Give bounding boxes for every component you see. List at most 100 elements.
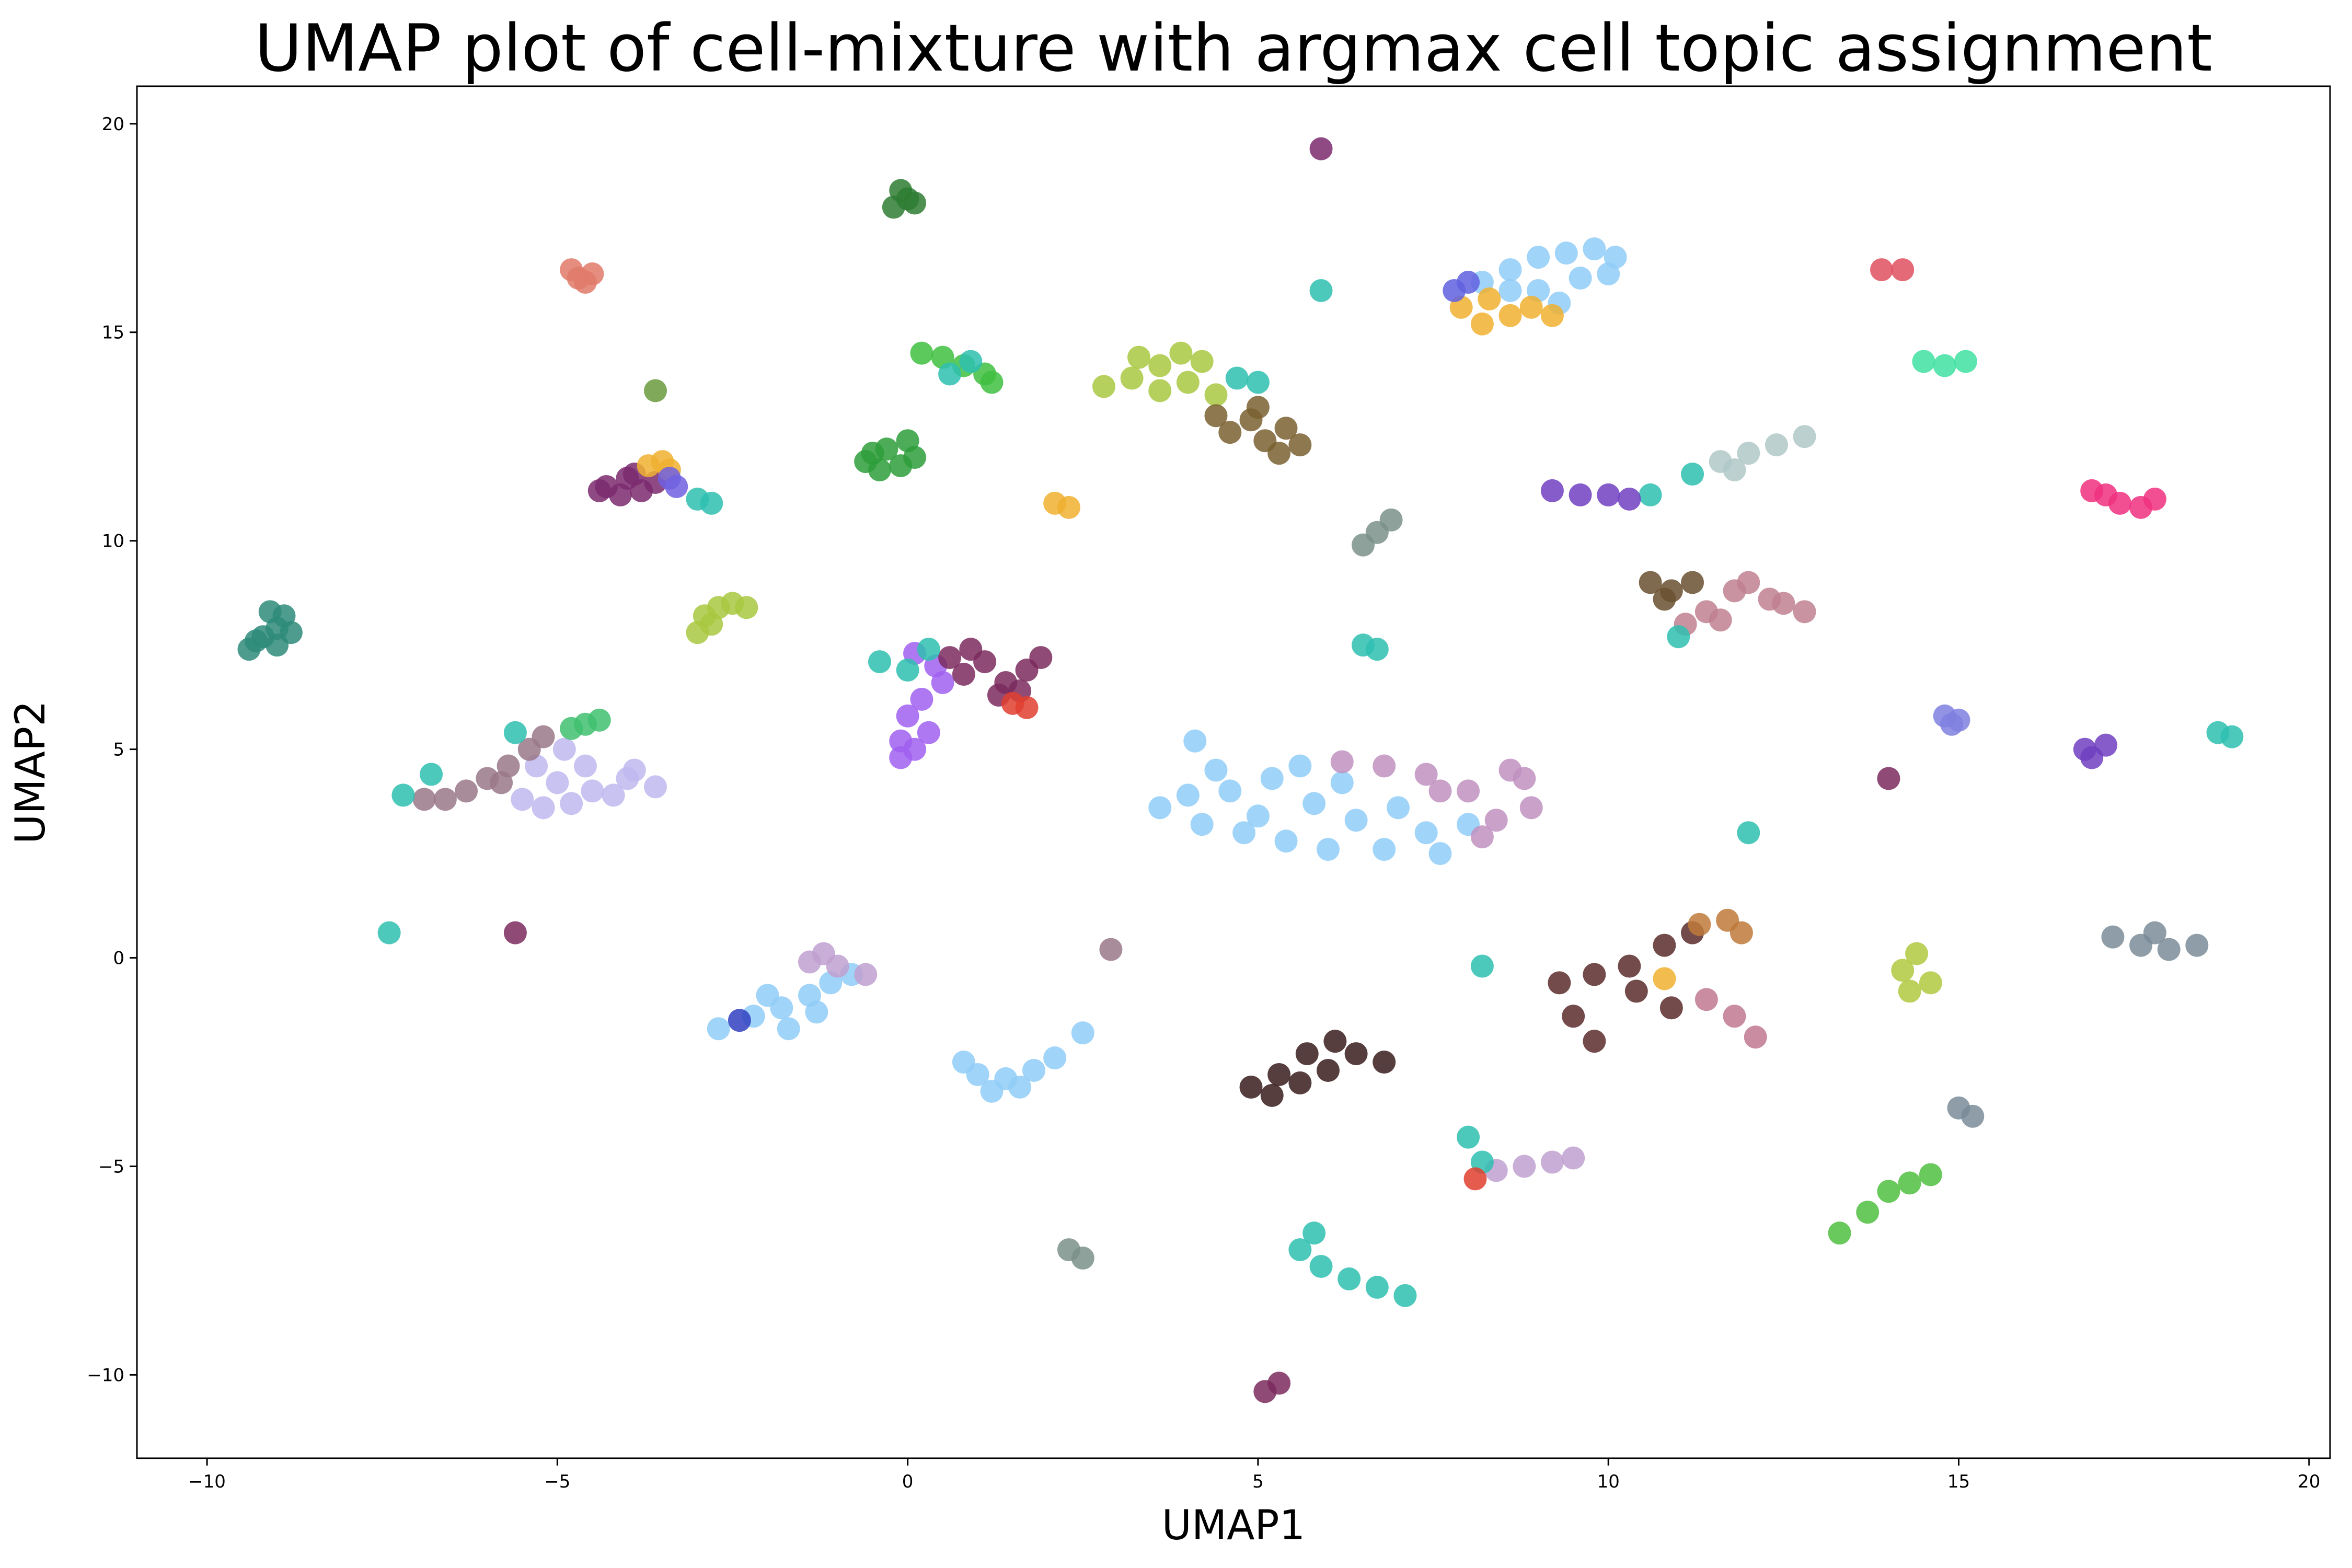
cluster-series: [1694, 988, 1767, 1049]
scatter-point: [1639, 571, 1662, 594]
scatter-point: [1912, 350, 1935, 373]
y-tick-label: 15: [102, 322, 124, 343]
x-tick-label: 5: [1252, 1471, 1264, 1492]
scatter-point: [1169, 341, 1193, 365]
scatter-point: [1260, 767, 1284, 790]
scatter-point: [1387, 796, 1410, 820]
scatter-point: [1653, 967, 1676, 990]
scatter-point: [552, 737, 576, 761]
scatter-point: [1498, 279, 1522, 302]
scatter-point: [1057, 495, 1080, 519]
scatter-point: [1373, 754, 1396, 778]
points-layer: [237, 137, 2244, 1403]
scatter-point: [244, 629, 268, 653]
scatter-point: [1148, 354, 1172, 377]
scatter-point: [1772, 592, 1795, 615]
cluster-series: [1688, 908, 1753, 944]
plot-area-frame: [136, 85, 2331, 1459]
scatter-point: [1428, 842, 1452, 866]
scatter-point: [1793, 600, 1816, 624]
scatter-point: [1393, 1284, 1417, 1307]
scatter-point: [1176, 371, 1200, 394]
scatter-point: [1905, 942, 1929, 965]
cluster-series: [560, 708, 611, 740]
scatter-point: [1583, 1030, 1606, 1053]
scatter-point: [503, 921, 527, 944]
scatter-point: [1597, 262, 1620, 286]
scatter-point: [1540, 479, 1564, 502]
scatter-point: [980, 1079, 1004, 1103]
scatter-point: [1148, 379, 1172, 402]
scatter-point: [1204, 758, 1228, 782]
cluster-series: [1484, 1146, 1585, 1182]
scatter-point: [1583, 237, 1606, 261]
cluster-series: [1912, 350, 1977, 377]
scatter-point: [1947, 708, 1970, 732]
scatter-point: [896, 659, 919, 682]
scatter-point: [455, 779, 478, 803]
scatter-point: [2143, 921, 2166, 944]
scatter-point: [503, 721, 527, 744]
scatter-point: [1022, 1058, 1045, 1082]
scatter-point: [777, 1017, 800, 1041]
cluster-series: [1470, 237, 1627, 315]
scatter-point: [1309, 279, 1333, 302]
cluster-series: [503, 767, 1900, 1403]
scatter-point: [1562, 1146, 1585, 1170]
scatter-point: [1569, 483, 1592, 506]
scatter-point: [1204, 404, 1228, 428]
scatter-point: [1891, 959, 1915, 982]
scatter-point: [1653, 587, 1676, 611]
scatter-point: [896, 704, 919, 728]
scatter-point: [1765, 433, 1788, 457]
cluster-series: [1639, 463, 1704, 649]
scatter-point: [1274, 417, 1298, 440]
x-tick-label: −5: [544, 1471, 570, 1492]
scatter-point: [412, 788, 436, 811]
scatter-point: [602, 783, 625, 807]
scatter-point: [910, 341, 933, 365]
cluster-series: [868, 638, 940, 682]
scatter-point: [686, 621, 709, 644]
cluster-series: [1639, 571, 1704, 611]
scatter-point: [2143, 487, 2166, 511]
y-tick-label: −10: [87, 1365, 124, 1386]
scatter-point: [665, 475, 688, 498]
scatter-point: [266, 633, 289, 657]
cluster-series: [1288, 1221, 1417, 1307]
scatter-point: [1519, 796, 1543, 820]
scatter-point: [1730, 921, 1753, 944]
scatter-point: [1225, 366, 1249, 390]
scatter-point: [1246, 804, 1270, 828]
cluster-series: [1204, 396, 1312, 465]
scatter-point: [1653, 933, 1676, 957]
cluster-series: [644, 379, 667, 402]
scatter-point: [1744, 1025, 1767, 1049]
cluster-series: [237, 600, 303, 661]
cluster-series: [798, 942, 878, 986]
scatter-point: [728, 1009, 751, 1032]
scatter-point: [511, 788, 534, 811]
scatter-point: [1681, 571, 1704, 594]
scatter-point: [546, 771, 569, 794]
scatter-point: [1239, 1075, 1263, 1099]
scatter-point: [1639, 483, 1662, 506]
scatter-point: [1891, 258, 1915, 282]
x-tick-label: 20: [2298, 1471, 2320, 1492]
scatter-point: [854, 963, 878, 986]
x-tick-label: −10: [188, 1471, 226, 1492]
scatter-point: [258, 600, 282, 624]
cluster-series: [1737, 721, 2244, 845]
scatter-point: [1793, 425, 1816, 448]
cluster-series: [1540, 479, 1641, 511]
scatter-point: [903, 191, 927, 215]
cluster-series: [1099, 938, 1123, 961]
scatter-point: [1478, 287, 1501, 310]
scatter-point: [2094, 733, 2118, 757]
scatter-point: [1029, 646, 1053, 670]
scatter-point: [2157, 938, 2181, 961]
scatter-point: [1694, 988, 1718, 1011]
x-axis: −10 −5 0 5 10 15 20: [188, 1458, 2320, 1492]
cluster-series: [1057, 1238, 1094, 1270]
scatter-point: [1365, 638, 1389, 661]
